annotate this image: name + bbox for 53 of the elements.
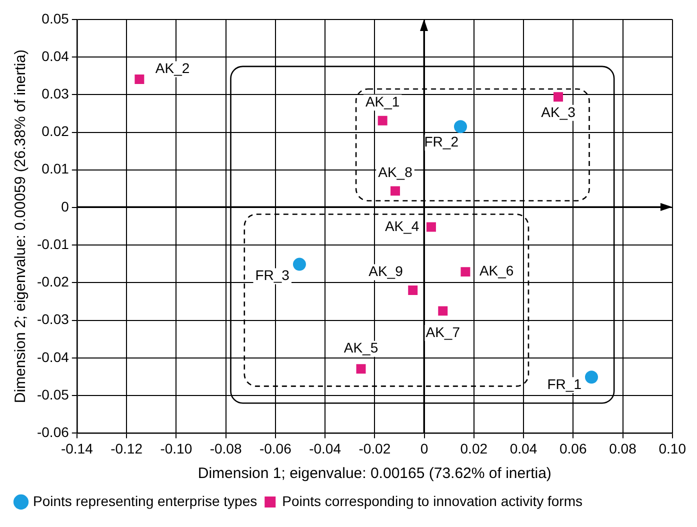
y-axis-title: Dimension 2; eigenvalue: 0.00059 (26.38% of inertia) <box>12 50 30 404</box>
y-tick-label: -0.02 <box>36 274 70 290</box>
y-tick-label: -0.03 <box>36 311 70 328</box>
x-tick-label: -0.06 <box>259 440 292 456</box>
point <box>378 116 388 126</box>
annotation: AK_3 <box>541 104 576 120</box>
point <box>390 186 400 196</box>
x-tick-label: -0.08 <box>210 440 242 456</box>
annotation: AK_8 <box>378 164 413 180</box>
point <box>134 74 144 84</box>
y-tick-label: 0.03 <box>42 85 70 102</box>
y-tick-label: 0 <box>61 198 70 214</box>
y-tick-label: -0.06 <box>36 424 70 440</box>
point <box>454 120 467 134</box>
point <box>438 306 448 316</box>
annotation: AK_2 <box>155 60 190 76</box>
y-tick-label: 0.05 <box>42 10 70 26</box>
x-tick-label: 0 <box>420 440 428 456</box>
x-tick-label: -0.14 <box>60 440 94 456</box>
point <box>584 370 598 384</box>
point <box>292 258 306 271</box>
x-tick-label: -0.02 <box>358 440 391 456</box>
point <box>408 286 418 295</box>
y-tick-label: 0.02 <box>42 123 70 140</box>
x-axis-title: Dimension 1; eigenvalue: 0.00165 (73.62% of inertia) <box>198 465 552 482</box>
annotation: AK_9 <box>368 263 404 280</box>
y-tick-label: 0.01 <box>42 160 70 177</box>
x-tick-label: 0.08 <box>609 440 637 456</box>
x-tick-label: -0.12 <box>110 440 143 456</box>
annotation: AK_1 <box>365 93 400 110</box>
y-tick-label: -0.04 <box>36 348 70 365</box>
point <box>554 92 563 102</box>
legend-label: Points corresponding to innovation activity forms <box>282 492 582 509</box>
x-tick-label: -0.10 <box>160 440 192 456</box>
x-tick-label: 0.06 <box>560 440 587 456</box>
annotation: FR_3 <box>255 267 290 284</box>
annotation: FR_2 <box>424 133 459 150</box>
annotation: AK_5 <box>344 340 378 356</box>
annotation: AK_6 <box>479 262 514 279</box>
x-tick-label: 0.10 <box>658 440 686 456</box>
x-tick-label: -0.04 <box>309 440 342 456</box>
y-tick-label: -0.05 <box>36 386 70 402</box>
y-tick-label: -0.01 <box>36 236 70 252</box>
legend-label: Points representing enterprise types <box>33 492 258 509</box>
y-tick-label: 0.04 <box>42 48 70 64</box>
annotation: AK_7 <box>426 324 460 340</box>
x-tick-label: 0.04 <box>510 440 538 456</box>
annotation: AK_4 <box>384 218 420 234</box>
x-tick-label: 0.02 <box>460 440 488 456</box>
point <box>460 267 470 277</box>
point <box>356 364 366 374</box>
annotation: FR_1 <box>547 376 582 392</box>
point <box>426 222 436 232</box>
